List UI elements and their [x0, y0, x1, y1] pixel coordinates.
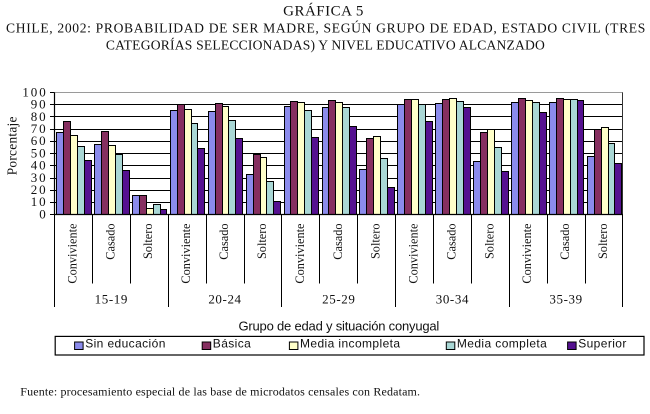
svg-text:CATEGORÍAS SELECCIONADAS) Y NI: CATEGORÍAS SELECCIONADAS) Y NIVEL EDUCAT…	[106, 37, 545, 54]
svg-text:CHILE, 2002: PROBABILIDAD DE S: CHILE, 2002: PROBABILIDAD DE SER MADRE, …	[6, 19, 646, 36]
svg-text:Soltero: Soltero	[482, 224, 496, 260]
svg-text:60: 60	[31, 133, 48, 148]
svg-text:Superior: Superior	[578, 337, 627, 351]
svg-text:0: 0	[39, 206, 47, 221]
svg-text:30-34: 30-34	[436, 292, 469, 307]
svg-text:100: 100	[22, 84, 47, 99]
svg-text:Conviviente: Conviviente	[293, 223, 307, 284]
svg-text:Fuente: procesamiento especial: Fuente: procesamiento especial de las ba…	[20, 385, 420, 399]
svg-text:90: 90	[31, 97, 48, 112]
svg-text:Conviviente: Conviviente	[407, 223, 421, 284]
svg-text:Casado: Casado	[331, 224, 345, 260]
svg-text:Soltero: Soltero	[596, 224, 610, 260]
svg-text:Básica: Básica	[213, 337, 251, 351]
svg-text:70: 70	[31, 121, 48, 136]
svg-text:50: 50	[31, 145, 48, 160]
svg-text:Conviviente: Conviviente	[179, 223, 193, 284]
svg-text:Casado: Casado	[103, 224, 117, 260]
svg-text:20: 20	[31, 182, 48, 197]
svg-text:Grupo de edad y situación cony: Grupo de edad y situación conyugal	[238, 318, 439, 333]
svg-text:Casado: Casado	[217, 224, 231, 260]
svg-text:Casado: Casado	[558, 224, 572, 260]
svg-text:Casado: Casado	[444, 224, 458, 260]
svg-text:20-24: 20-24	[208, 292, 241, 307]
svg-text:Sin educación: Sin educación	[85, 337, 166, 351]
svg-text:Conviviente: Conviviente	[66, 223, 80, 284]
svg-text:30: 30	[31, 170, 48, 185]
svg-text:Media incompleta: Media incompleta	[300, 337, 400, 351]
svg-text:Conviviente: Conviviente	[520, 223, 534, 284]
svg-text:Porcentaje: Porcentaje	[5, 116, 20, 175]
svg-text:Soltero: Soltero	[141, 224, 155, 260]
svg-text:Soltero: Soltero	[369, 224, 383, 260]
svg-text:80: 80	[31, 109, 48, 124]
svg-text:35-39: 35-39	[549, 292, 582, 307]
svg-text:25-29: 25-29	[322, 292, 355, 307]
svg-text:15-19: 15-19	[95, 292, 128, 307]
svg-text:Soltero: Soltero	[255, 224, 269, 260]
svg-text:Media completa: Media completa	[457, 337, 547, 351]
svg-text:40: 40	[31, 158, 48, 173]
svg-text:GRÁFICA 5: GRÁFICA 5	[283, 2, 364, 19]
svg-text:10: 10	[31, 194, 48, 209]
